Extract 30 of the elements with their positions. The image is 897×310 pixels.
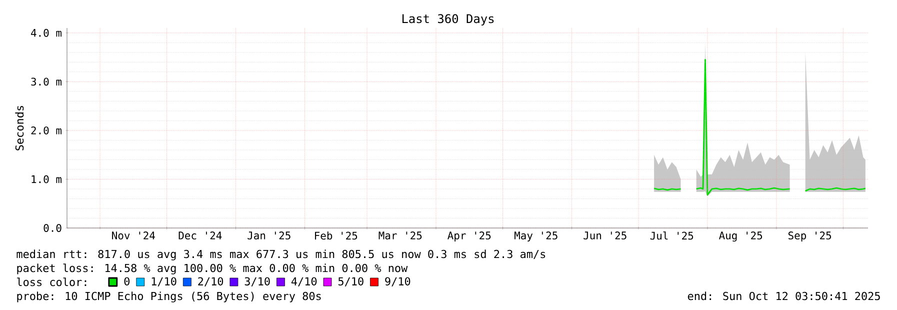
x-tick-label: Feb '25	[315, 232, 358, 240]
text: end: Sun Oct 12 03:50:41 2025	[688, 292, 880, 300]
text: probe: 10 ICMP Echo Pings (56 Bytes) every 80s	[17, 292, 321, 302]
chart-title: Last 360 Days	[402, 14, 494, 26]
x-tick-label: Jun '25	[584, 232, 626, 240]
legend-label: 1/10	[152, 277, 176, 286]
legend-label: 5/10	[338, 277, 364, 286]
y-tick-label: 1.0 m	[32, 175, 62, 184]
x-tick-label: Nov '24	[112, 232, 155, 240]
x-tick-label: Dec '24	[178, 232, 222, 240]
x-tick-label: Mar '25	[378, 232, 422, 240]
text: median rtt: 817.0 us avg 3.4 ms max 677.3 us min 805.5 us now 0.3 ms sd 2.3 am/s	[16, 250, 546, 260]
legend-label: 9/10	[385, 277, 410, 286]
y-tick-label: 4.0 m	[31, 28, 62, 37]
x-tick-label: Sep '25	[788, 232, 832, 242]
x-tick-label: Jul '25	[650, 232, 694, 240]
legend-title: loss color:	[17, 278, 86, 286]
x-tick-label: May '25	[514, 232, 558, 242]
x-tick-label: Aug '25	[718, 232, 762, 242]
y-tick-label: 3.0 m	[31, 78, 62, 86]
text: packet loss: 14.58 % avg 100.00 % max 0.00 % min 0.00 % now	[17, 264, 408, 274]
legend-label: 4/10	[291, 277, 317, 286]
y-tick-label: 0.0	[44, 224, 62, 232]
legend-label: 0	[124, 277, 130, 286]
y-tick-label: 2.0 m	[31, 126, 62, 134]
legend-label: 2/10	[198, 277, 224, 286]
y-axis-title: Seconds	[15, 106, 24, 150]
x-tick-label: Jan '25	[248, 232, 290, 240]
legend-label: 3/10	[244, 277, 270, 286]
x-tick-label: Apr '25	[448, 232, 491, 242]
